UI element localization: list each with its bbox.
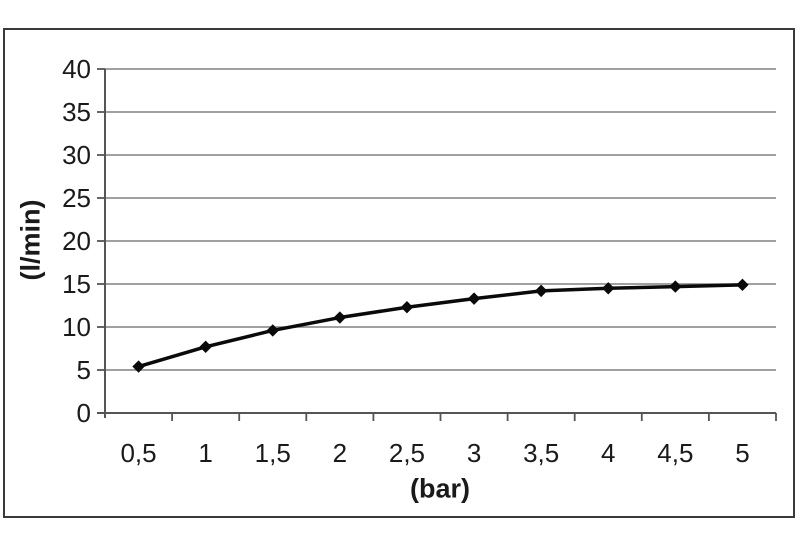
- data-point-marker: [467, 292, 481, 305]
- data-point-marker: [132, 360, 145, 373]
- data-point-marker: [199, 340, 212, 353]
- y-tick-label: 25: [62, 183, 91, 213]
- x-tick-label: 2: [333, 438, 347, 468]
- y-tick-label: 30: [62, 140, 91, 170]
- y-axis-title: (l/min): [15, 199, 46, 281]
- x-tick-label: 3: [467, 438, 481, 468]
- x-tick-label: 1,5: [255, 438, 291, 468]
- y-tick-label: 0: [77, 398, 91, 428]
- y-tick-label: 15: [62, 269, 91, 299]
- chart-frame: [3, 28, 795, 518]
- y-tick-label: 10: [62, 312, 91, 342]
- data-point-marker: [736, 278, 749, 292]
- data-point-marker: [534, 284, 548, 298]
- data-point-marker: [669, 280, 682, 293]
- y-tick-label: 40: [62, 54, 91, 84]
- x-tick-label: 2,5: [389, 438, 425, 468]
- x-tick-label: 3,5: [523, 438, 559, 468]
- y-tick-label: 20: [62, 226, 91, 256]
- y-tick-label: 35: [62, 97, 91, 127]
- data-point-marker: [333, 311, 347, 324]
- data-line: [136, 283, 745, 369]
- data-point-marker: [602, 282, 615, 295]
- x-tick-label: 4: [601, 438, 615, 468]
- data-point-marker: [266, 324, 279, 337]
- y-tick-label: 5: [77, 355, 91, 385]
- x-tick-label: 1: [198, 438, 212, 468]
- data-point-marker: [400, 301, 414, 314]
- x-axis-title: (bar): [410, 473, 470, 504]
- x-tick-label: 0,5: [120, 438, 156, 468]
- x-tick-label: 5: [735, 438, 749, 468]
- x-tick-label: 4,5: [657, 438, 693, 468]
